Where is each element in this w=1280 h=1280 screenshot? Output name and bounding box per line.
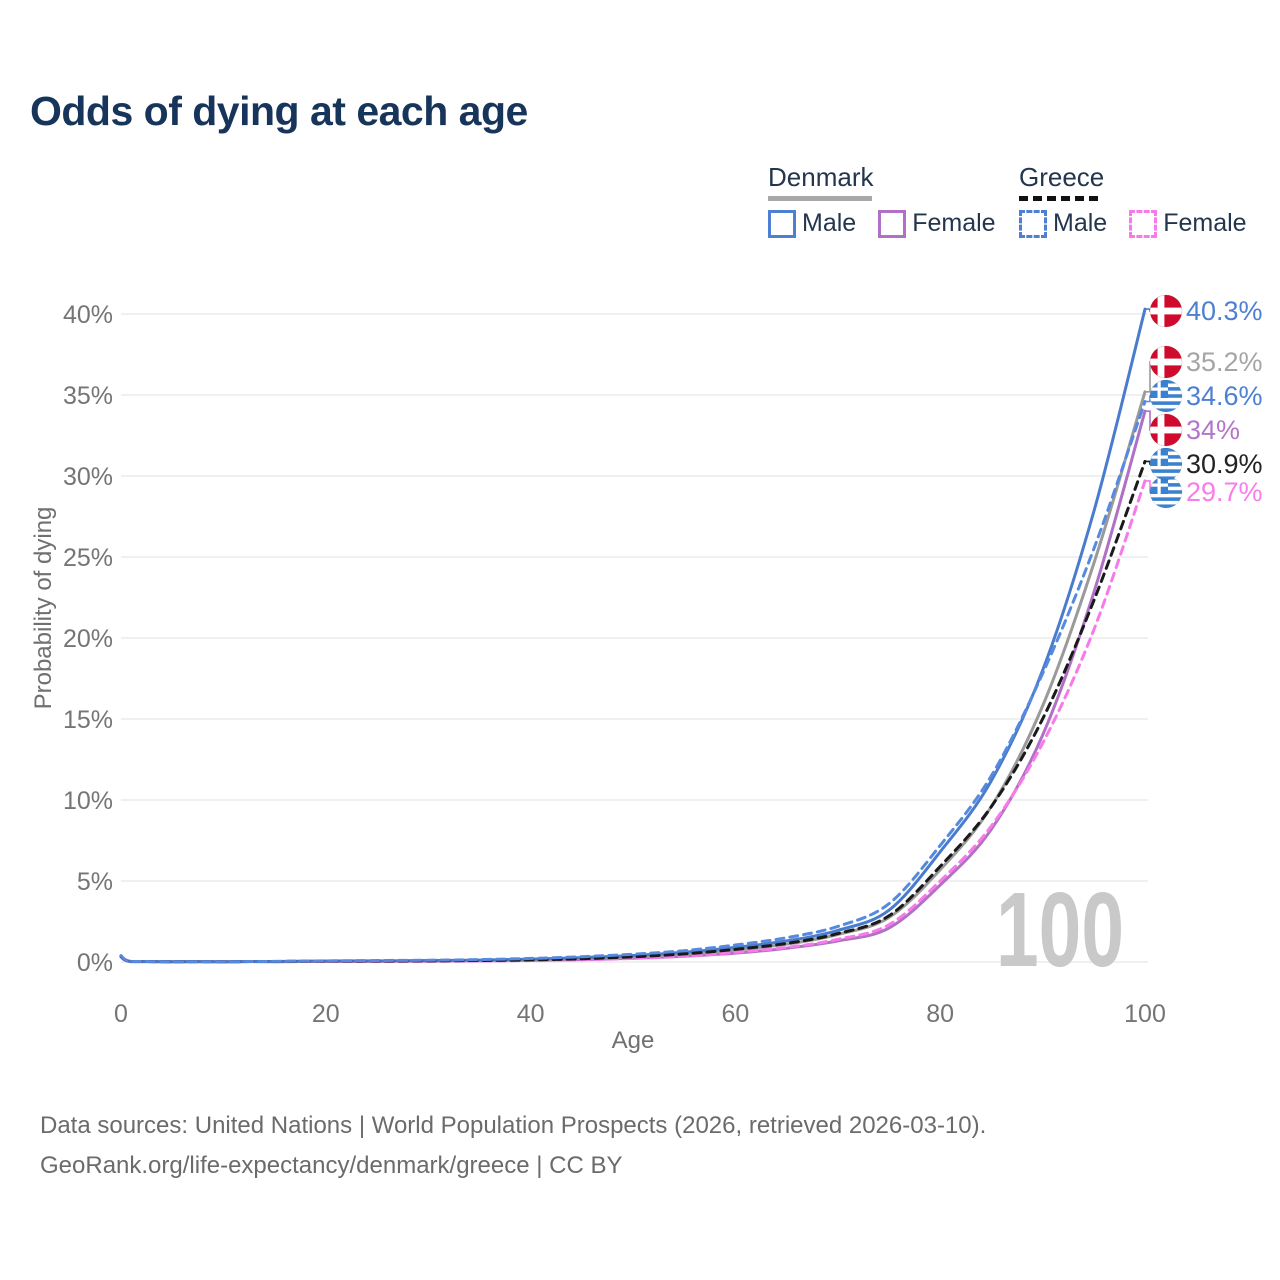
end-label-greece-male: 34.6% <box>1186 381 1263 411</box>
legend-greece-female-label: Female <box>1163 209 1247 237</box>
legend-denmark-label: Denmark <box>768 162 874 192</box>
greece-dashed-line-sample <box>1019 196 1103 201</box>
y-tick-label: 0% <box>77 949 113 977</box>
series-line-denmark-total[interactable] <box>119 390 1147 964</box>
series-line-denmark-male[interactable] <box>119 307 1147 964</box>
legend-denmark-female-label: Female <box>912 209 996 237</box>
denmark-flag-icon <box>1150 346 1182 378</box>
series-line-denmark-female[interactable] <box>119 409 1147 964</box>
age-watermark: 100 <box>996 871 1124 989</box>
series-line-greece-total[interactable] <box>119 459 1147 964</box>
denmark-solid-line-sample <box>768 196 872 201</box>
flag-ring <box>1149 413 1183 447</box>
denmark-flag-icon <box>1150 414 1182 446</box>
denmark-female-swatch-icon <box>878 209 907 238</box>
end-label-denmark-male: 40.3% <box>1186 296 1263 326</box>
y-tick-label: 30% <box>63 463 113 491</box>
legend-item-greece-male[interactable]: Male <box>1019 209 1107 238</box>
end-label-denmark-female: 34% <box>1186 415 1240 445</box>
footer-data-sources: Data sources: United Nations | World Pop… <box>40 1112 987 1139</box>
x-tick-label: 20 <box>312 1000 340 1028</box>
legend-item-denmark-male[interactable]: Male <box>768 209 856 238</box>
legend-greece-male-label: Male <box>1053 209 1108 237</box>
x-tick-label: 40 <box>517 1000 545 1028</box>
legend-greece-label: Greece <box>1019 162 1105 192</box>
end-label-denmark-total: 35.2% <box>1186 347 1263 377</box>
denmark-flag-icon <box>1150 295 1182 327</box>
series-line-greece-female[interactable] <box>119 479 1147 964</box>
y-tick-label: 40% <box>63 301 113 329</box>
page-title: Odds of dying at each age <box>30 88 528 134</box>
end-label-greece-female: 29.7% <box>1186 477 1263 507</box>
y-tick-label: 10% <box>63 787 113 815</box>
legend-group-denmark: Denmark Male Female <box>768 162 996 238</box>
legend-greece-header: Greece <box>1019 162 1247 201</box>
legend-group-greece: Greece Male Female <box>1019 162 1247 238</box>
x-axis-title: Age <box>611 1027 655 1054</box>
y-tick-label: 25% <box>63 544 113 572</box>
footer: Data sources: United Nations | World Pop… <box>40 1106 986 1186</box>
denmark-male-swatch-icon <box>768 209 796 238</box>
x-tick-label: 60 <box>721 1000 749 1028</box>
legend-denmark-header: Denmark <box>768 162 996 201</box>
greece-male-swatch-icon <box>1019 209 1047 238</box>
flag-ring <box>1149 379 1183 413</box>
x-tick-label: 0 <box>114 1000 128 1028</box>
legend-denmark-male-label: Male <box>802 209 857 237</box>
y-axis-title: Probability of dying <box>30 506 57 710</box>
end-label-greece-total: 30.9% <box>1186 449 1263 479</box>
y-tick-label: 35% <box>63 382 113 410</box>
y-tick-label: 5% <box>77 868 113 896</box>
y-tick-label: 15% <box>63 706 113 734</box>
legend-item-denmark-female[interactable]: Female <box>878 209 996 238</box>
x-tick-label: 80 <box>926 1000 954 1028</box>
x-tick-label: 100 <box>1124 1000 1166 1028</box>
flag-ring <box>1149 447 1183 481</box>
legend-item-greece-female[interactable]: Female <box>1129 209 1247 238</box>
series-line-greece-male[interactable] <box>119 400 1147 964</box>
flag-ring <box>1149 294 1183 328</box>
greece-flag-icon <box>1150 476 1182 508</box>
flag-ring <box>1149 345 1183 379</box>
greece-female-swatch-icon <box>1129 209 1158 238</box>
y-tick-label: 20% <box>63 625 113 653</box>
footer-attribution: GeoRank.org/life-expectancy/denmark/gree… <box>40 1152 623 1179</box>
